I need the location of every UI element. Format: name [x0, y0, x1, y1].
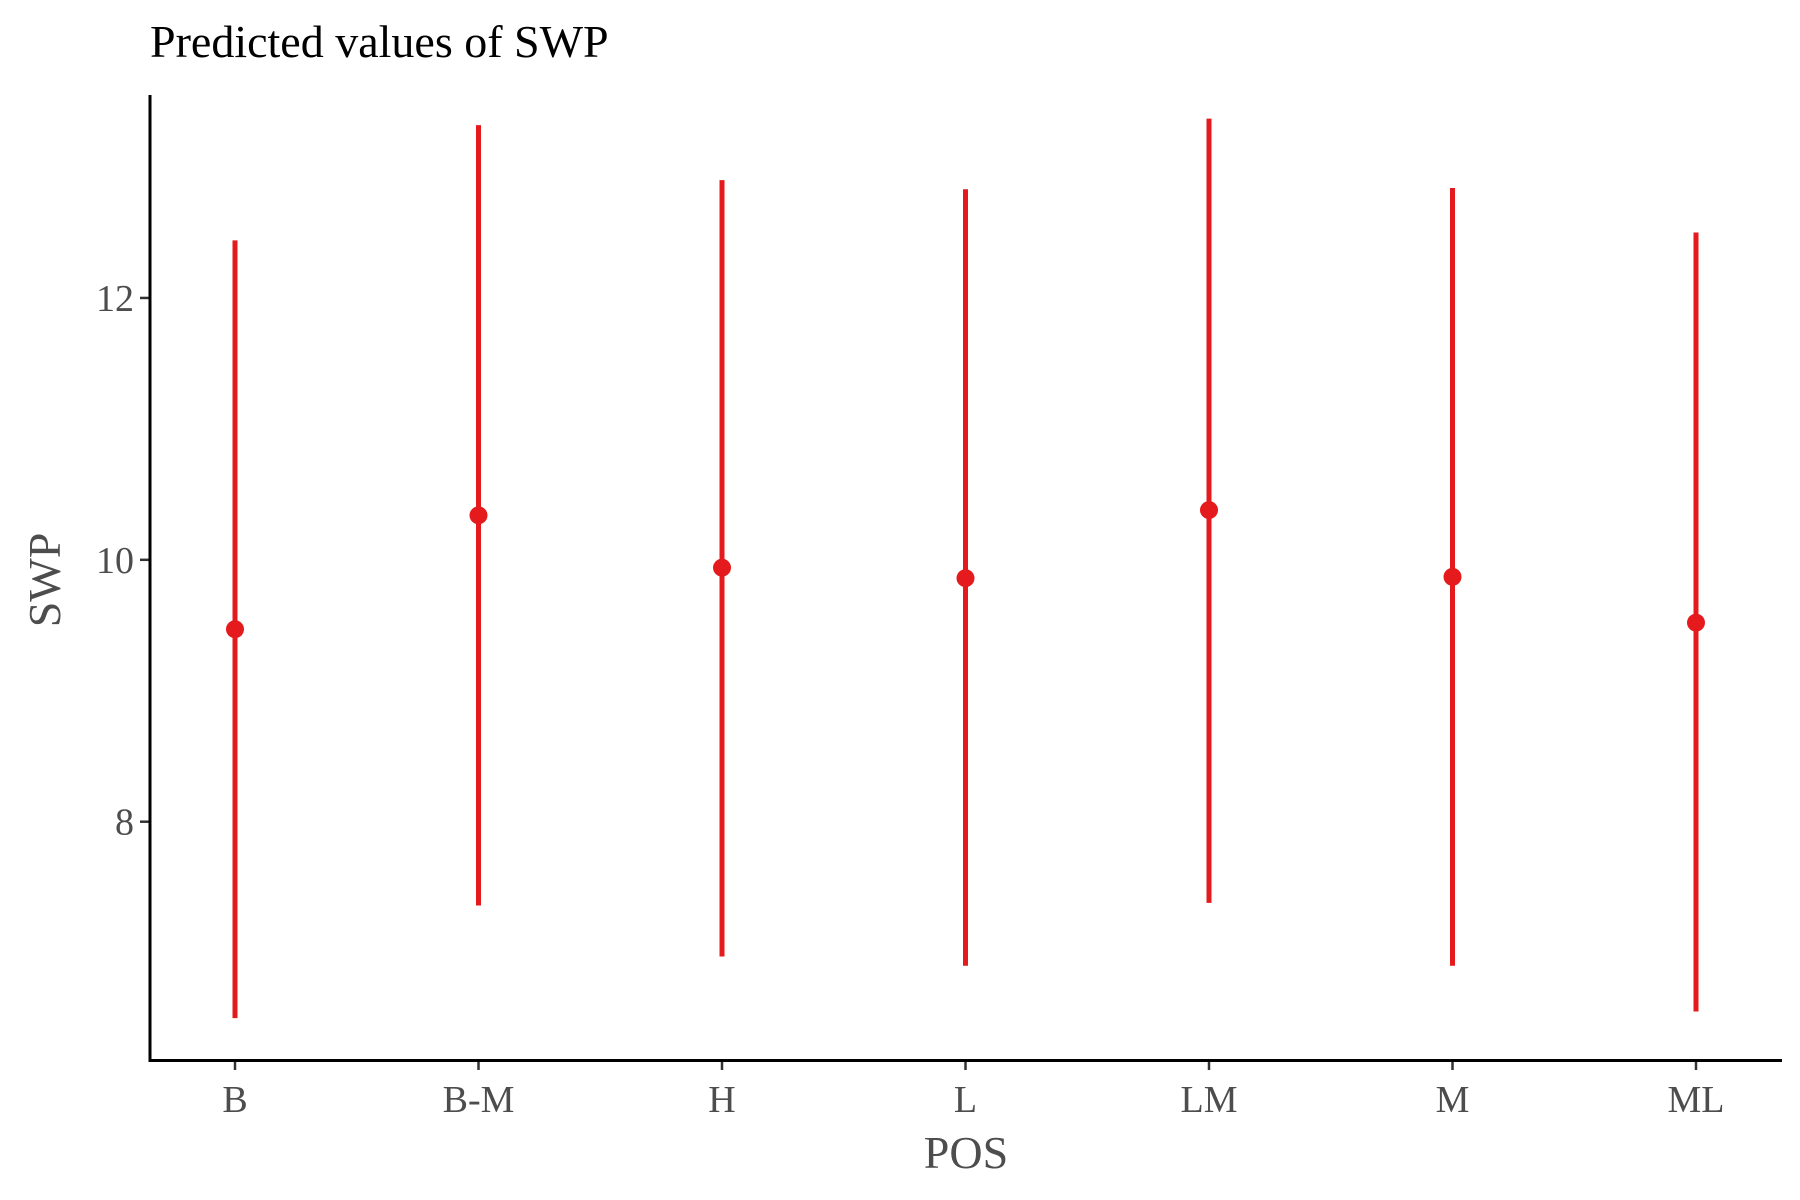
x-tick-label: LM	[1181, 1079, 1238, 1121]
x-tick-label: L	[954, 1079, 977, 1121]
data-point	[956, 569, 975, 588]
data-point	[713, 558, 731, 577]
data-point	[1200, 501, 1218, 520]
x-tick-label: ML	[1668, 1079, 1725, 1121]
x-tick-label: H	[708, 1079, 735, 1121]
chart-title: Predicted values of SWP	[150, 16, 609, 67]
data-point	[1687, 613, 1705, 632]
plot-marks	[226, 118, 1705, 1019]
y-tick-label: 8	[115, 802, 134, 844]
x-tick-label: B-M	[443, 1079, 515, 1121]
x-axis-title: POS	[924, 1127, 1008, 1178]
data-point	[469, 506, 488, 525]
data-point	[226, 620, 244, 639]
y-axis-ticks: 8 10 12	[96, 278, 150, 844]
y-tick-label: 10	[96, 540, 134, 582]
x-axis-ticks: B B-M H L LM M ML	[222, 1060, 1725, 1121]
y-axis-title: SWP	[19, 533, 70, 628]
data-point	[1443, 567, 1462, 586]
x-tick-label: B	[222, 1079, 247, 1121]
x-tick-label: M	[1436, 1079, 1470, 1121]
y-tick-label: 12	[96, 278, 134, 320]
